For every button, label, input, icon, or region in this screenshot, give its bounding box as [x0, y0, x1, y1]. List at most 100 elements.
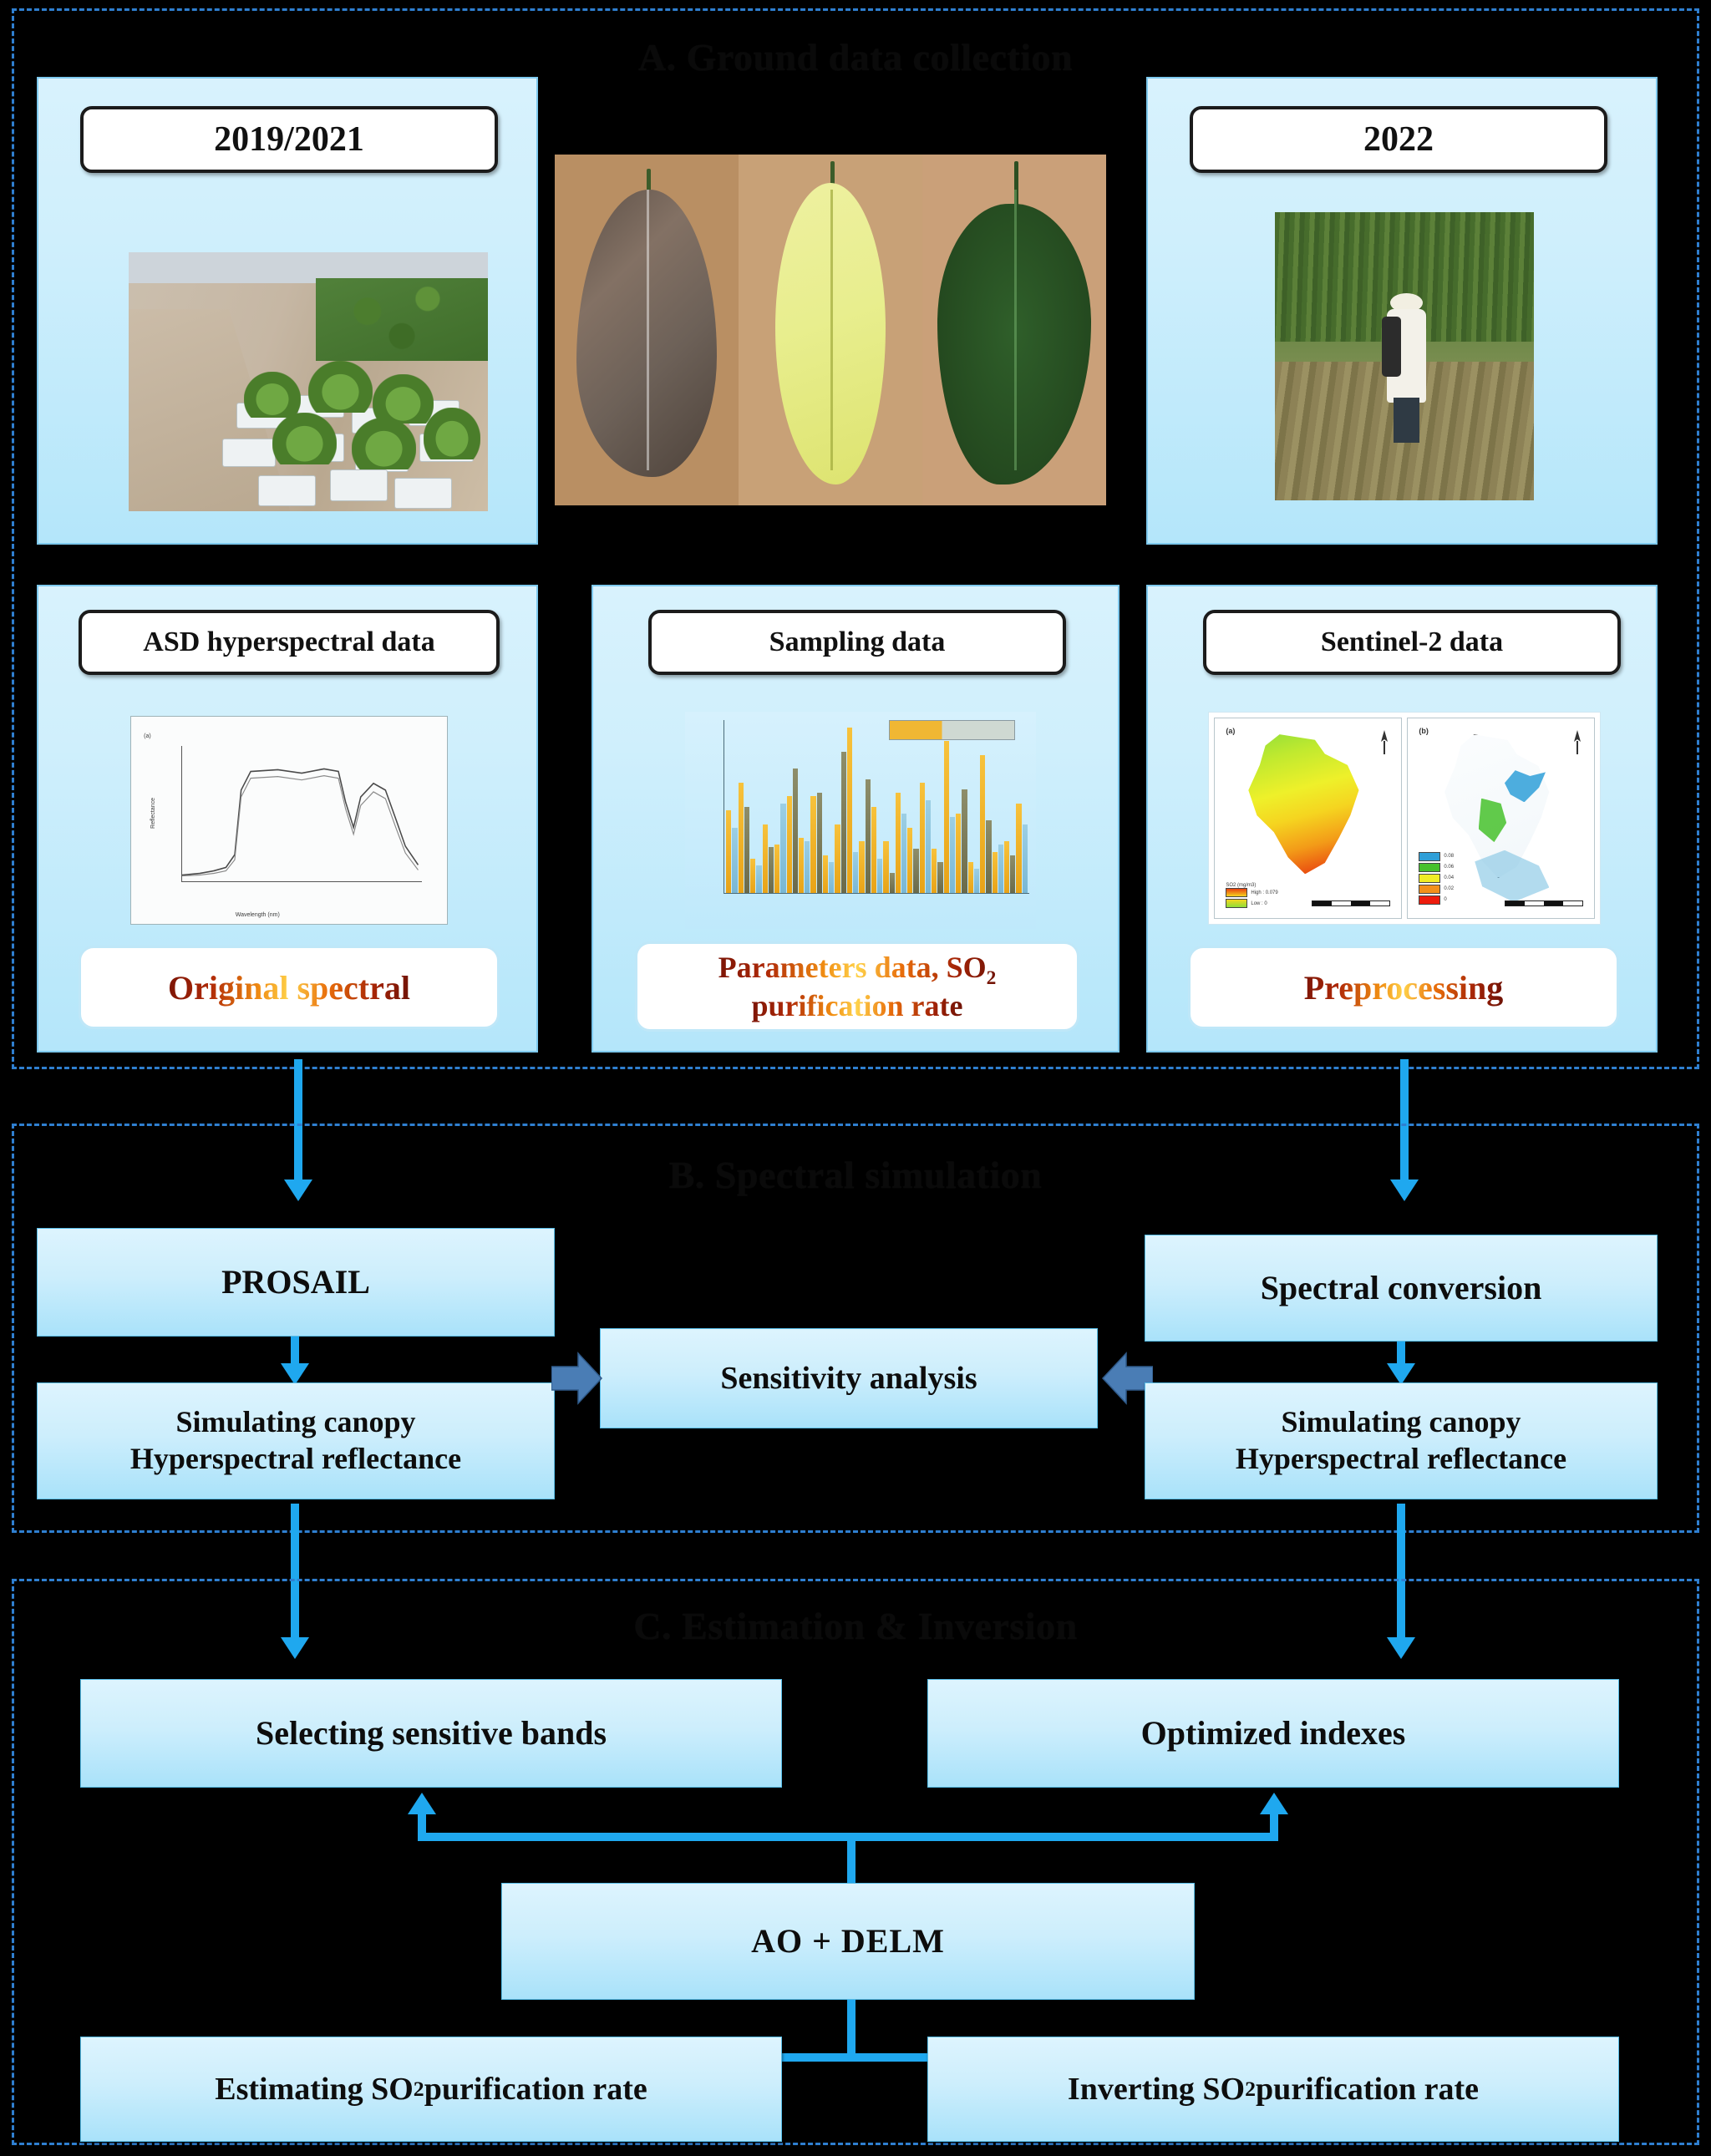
- map-landcover: (b) 0.08 0.06 0.04 0.02 0: [1407, 718, 1595, 919]
- map-left-legend: SO2 (mg/m3) High : 0.079 Low : 0: [1226, 883, 1289, 910]
- bracket-up-right-head: [1260, 1793, 1288, 1814]
- bracket-up-right-stem: [1270, 1813, 1278, 1838]
- map-right-scalebar: [1504, 900, 1583, 906]
- sampling-bar-chart: [685, 712, 1036, 929]
- map-right-tag: (b): [1419, 726, 1429, 735]
- map-left-scalebar: [1311, 900, 1390, 906]
- panel-2019-2021: 2019/2021: [37, 77, 538, 545]
- box-optimized-indexes: Optimized indexes: [927, 1679, 1619, 1788]
- legend-swatch-low: [1226, 899, 1248, 909]
- asd-footer-text: Original spectral: [168, 968, 410, 1007]
- estimating-label-sub: 2: [413, 2077, 424, 2102]
- bracket-up-left-stem: [418, 1813, 426, 1838]
- inverting-label-sub: 2: [1245, 2077, 1257, 2102]
- legend-swatch-3: [1419, 873, 1441, 883]
- legend-swatch-2: [1419, 862, 1441, 872]
- bar-chart-bars: [724, 720, 1028, 894]
- sim-right-line2: Hyperspectral reflectance: [1235, 1442, 1567, 1475]
- field-worker: [1378, 292, 1435, 443]
- map-left-legend-low: Low : 0: [1251, 900, 1267, 906]
- panel-asd-hyperspectral: ASD hyperspectral data (a) Wavelength (n…: [37, 585, 538, 1053]
- inverting-label-pre: Inverting SO: [1067, 2071, 1246, 2107]
- sampling-footer-label: Parameters data, SO2 purification rate: [635, 941, 1079, 1032]
- panel-2022: 2022: [1146, 77, 1658, 545]
- section-c-title: C. Estimation & Inversion: [633, 1605, 1078, 1647]
- arrow-prosail-to-sim-left: [291, 1337, 299, 1368]
- sentinel2-maps: (a) SO2 (mg/m3) High : 0.079 Low : 0 (b): [1208, 712, 1601, 925]
- bracket-down-center-stem: [847, 2000, 856, 2058]
- spectral-reflectance-curve-plot: (a) Wavelength (nm) Reflectance: [130, 716, 448, 925]
- sampling-footer-sub: 2: [986, 966, 997, 989]
- section-b-spectral-simulation: [12, 1124, 1699, 1533]
- sentinel-footer-label: Preprocessing: [1188, 946, 1619, 1029]
- box-estimating-so2-purification-rate: Estimating SO 2 purification rate: [80, 2037, 782, 2142]
- asd-header-label: ASD hyperspectral data: [79, 610, 500, 675]
- section-a-title: A. Ground data collection: [637, 36, 1074, 79]
- bar-chart-axes: [723, 720, 1029, 895]
- sentinel-footer-text: Preprocessing: [1303, 968, 1504, 1007]
- legend-swatch-5: [1419, 895, 1441, 905]
- arrow-sentinel-to-conversion-head: [1390, 1179, 1419, 1201]
- bracket-down-horizontal: [418, 2053, 1278, 2062]
- arrow-conversion-to-sim-right: [1397, 1342, 1405, 1368]
- section-b-title: B. Spectral simulation: [668, 1154, 1043, 1196]
- reflectance-curve-svg: [182, 768, 419, 876]
- sentinel-header-label: Sentinel-2 data: [1203, 610, 1621, 675]
- panel-sentinel2-data: Sentinel-2 data (a) SO2 (mg/m3) High : 0…: [1146, 585, 1658, 1053]
- map-so2-concentration: (a) SO2 (mg/m3) High : 0.079 Low : 0: [1214, 718, 1402, 919]
- bracket-up-left-head: [408, 1793, 436, 1814]
- legend-swatch-4: [1419, 884, 1441, 894]
- arrow-conversion-to-sim-right-head: [1387, 1363, 1415, 1385]
- field-measurement-photo: [1275, 212, 1534, 500]
- box-prosail: PROSAIL: [37, 1228, 555, 1337]
- arrow-asd-to-prosail: [294, 1059, 302, 1185]
- map-right-legend-1: 0.06: [1444, 865, 1455, 870]
- map-left-legend-title: SO2 (mg/m3): [1226, 883, 1257, 889]
- arrow-prosail-to-sim-left-head: [281, 1363, 309, 1385]
- arrow-sentinel-to-conversion: [1400, 1059, 1409, 1185]
- box-inverting-so2-purification-rate: Inverting SO 2 purification rate: [927, 2037, 1619, 2142]
- estimating-label-pre: Estimating SO: [215, 2071, 414, 2107]
- map-right-legend: 0.08 0.06 0.04 0.02 0: [1419, 851, 1482, 906]
- box-spectral-conversion: Spectral conversion: [1145, 1235, 1658, 1342]
- arrow-left-to-sensitivity: [551, 1352, 603, 1405]
- box-selecting-sensitive-bands: Selecting sensitive bands: [80, 1679, 782, 1788]
- map-right-legend-3: 0.02: [1444, 886, 1455, 892]
- section-a-ground-data-collection: [12, 8, 1699, 1069]
- box-sensitivity-analysis: Sensitivity analysis: [600, 1328, 1098, 1428]
- bracket-up-center-stem: [847, 1833, 856, 1885]
- sampling-footer-line2: purification rate: [751, 989, 963, 1023]
- arrow-sim-right-to-indexes: [1397, 1504, 1405, 1641]
- section-c-estimation-inversion: [12, 1579, 1699, 2145]
- bar-chart-legend: [888, 720, 1015, 740]
- map-left-tag: (a): [1226, 726, 1236, 735]
- year-label-2022: 2022: [1190, 106, 1607, 173]
- leaf-sample-dead: [555, 155, 739, 505]
- arrow-sim-right-to-indexes-head: [1387, 1637, 1415, 1659]
- sampling-header-label: Sampling data: [648, 610, 1066, 675]
- estimating-label-post: purification rate: [424, 2071, 647, 2107]
- arrow-sim-left-to-bands-head: [281, 1637, 309, 1659]
- box-simulating-canopy-left: Simulating canopy Hyperspectral reflecta…: [37, 1382, 555, 1499]
- sim-left-line1: Simulating canopy: [175, 1405, 416, 1439]
- sim-right-line1: Simulating canopy: [1281, 1405, 1521, 1439]
- north-arrow-icon-right: [1571, 728, 1583, 757]
- panel-sampling-data: Sampling data: [591, 585, 1120, 1053]
- inverting-label-post: purification rate: [1256, 2071, 1480, 2107]
- year-label-2019-2021: 2019/2021: [80, 106, 498, 173]
- sampling-footer-line1: Parameters data, SO: [718, 950, 987, 984]
- map-right-legend-2: 0.04: [1444, 875, 1455, 881]
- arrow-asd-to-prosail-head: [284, 1179, 312, 1201]
- map-left-legend-high: High : 0.079: [1251, 890, 1278, 895]
- box-ao-delm: AO + DELM: [501, 1883, 1195, 2000]
- sim-left-line2: Hyperspectral reflectance: [129, 1442, 462, 1475]
- map-right-legend-0: 0.08: [1444, 854, 1455, 860]
- leaf-sample-yellow: [739, 155, 922, 505]
- leaf-sample-green: [922, 155, 1106, 505]
- leaf-samples-photo: [555, 155, 1106, 505]
- box-simulating-canopy-right: Simulating canopy Hyperspectral reflecta…: [1145, 1382, 1658, 1499]
- map-right-legend-4: 0: [1444, 897, 1447, 903]
- asd-footer-label: Original spectral: [79, 946, 500, 1029]
- potted-plant-experiment-photo: [129, 252, 488, 511]
